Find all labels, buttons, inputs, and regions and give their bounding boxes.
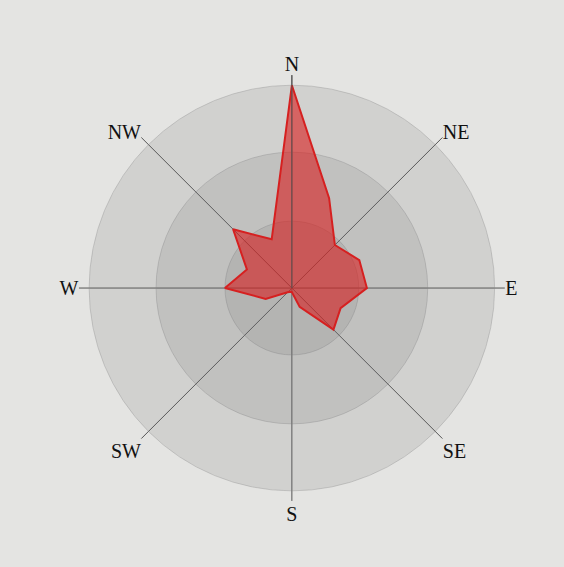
svg-text:NE: NE xyxy=(443,121,470,143)
svg-text:E: E xyxy=(505,277,517,299)
svg-text:S: S xyxy=(286,503,297,525)
svg-text:SE: SE xyxy=(443,440,466,462)
svg-text:W: W xyxy=(60,277,79,299)
svg-text:SW: SW xyxy=(111,440,141,462)
svg-text:N: N xyxy=(285,53,299,75)
svg-text:NW: NW xyxy=(108,121,141,143)
